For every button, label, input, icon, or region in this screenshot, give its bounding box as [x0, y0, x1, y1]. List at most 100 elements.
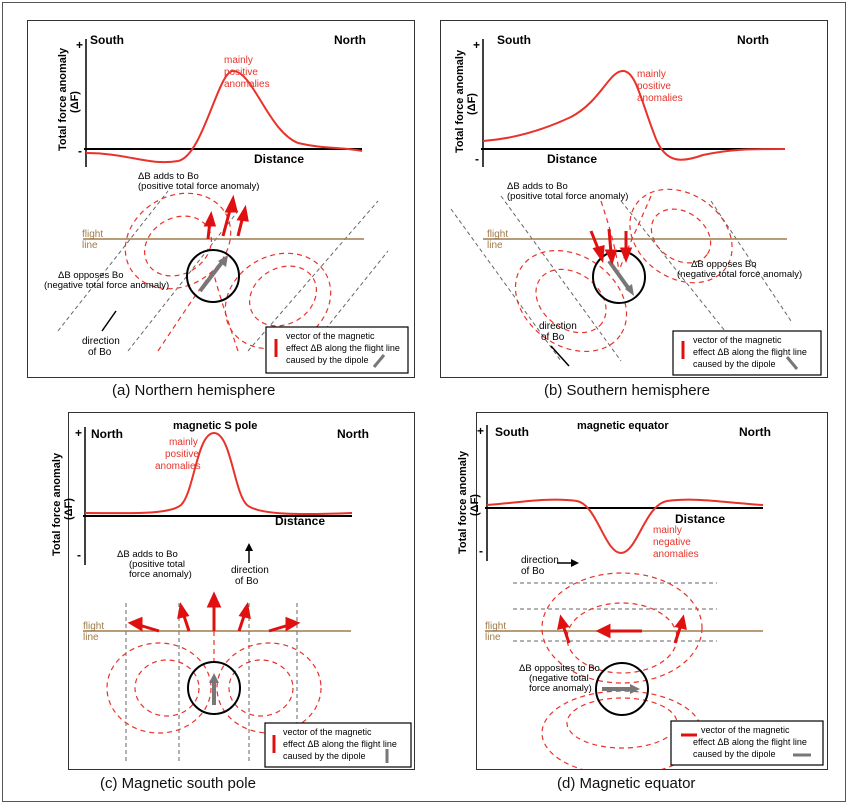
- panel-c-y-label: Total force anomaly: [51, 452, 63, 556]
- direction-label-2: of Bo: [521, 566, 545, 577]
- legend-box: [670, 720, 824, 766]
- effect-vectors: [203, 194, 249, 240]
- legend-line-2: effect ΔB along the flight line: [286, 343, 400, 353]
- anomaly-curve: [84, 431, 353, 516]
- left-direction-label: South: [90, 33, 124, 47]
- legend-box: [265, 326, 409, 374]
- legend-line-3: caused by the dipole: [283, 751, 366, 761]
- minus-sign: -: [78, 144, 82, 158]
- y-axis-symbol: (ΔF): [466, 93, 478, 115]
- legend-line-1: vector of the magnetic: [701, 725, 790, 735]
- distance-label: Distance: [547, 152, 597, 166]
- direction-arrow: [101, 310, 117, 332]
- caption-d: (d) Magnetic equator: [557, 775, 696, 792]
- anomaly-label-2: positive: [224, 67, 258, 78]
- direction-arrow: [550, 345, 570, 367]
- legend-line-3: caused by the dipole: [693, 749, 776, 759]
- legend-line-1: vector of the magnetic: [286, 331, 375, 341]
- caption-a: (a) Northern hemisphere: [112, 382, 276, 399]
- distance-label: Distance: [275, 514, 325, 528]
- legend-line-1: vector of the magnetic: [283, 727, 372, 737]
- anomaly-label-1: mainly: [169, 437, 198, 448]
- flight-line-label-1: flight: [485, 621, 506, 632]
- flight-line-label-1: flight: [83, 621, 104, 632]
- effect-vectors: [557, 614, 687, 644]
- panel-a-diagram: + - Total force anomaly (ΔF) South North…: [44, 33, 409, 374]
- legend-line-2: effect ΔB along the flight line: [693, 347, 807, 357]
- anomaly-label-2: positive: [637, 81, 671, 92]
- flight-line-label-2: line: [487, 240, 503, 251]
- field-lines: [124, 192, 332, 352]
- anomaly-label-2: positive: [165, 449, 199, 460]
- plus-sign: +: [76, 38, 83, 52]
- adds-label-2: (positive total force anomaly): [507, 191, 628, 202]
- opposes-label-2: (negative total force anomaly): [677, 269, 802, 280]
- panel-b-diagram: + - Total force anomaly (ΔF) South North…: [450, 33, 822, 376]
- flight-line-label-1: flight: [487, 229, 508, 240]
- right-direction-label: North: [739, 425, 771, 439]
- effect-vectors: [589, 228, 633, 266]
- opposes-label-1: ΔB opposes Bo: [691, 259, 757, 270]
- dipole-arrow: [607, 259, 631, 291]
- anomaly-label-3: anomalies: [653, 549, 699, 560]
- y-axis-symbol: (ΔF): [63, 498, 75, 520]
- direction-label-2: of Bo: [235, 576, 259, 587]
- direction-label-1: direction: [539, 321, 577, 332]
- anomaly-label-2: negative: [653, 537, 691, 548]
- anomaly-curve: [486, 498, 764, 555]
- plus-sign: +: [473, 38, 480, 52]
- anomaly-label-3: anomalies: [155, 461, 201, 472]
- flight-line-label-2: line: [485, 632, 501, 643]
- y-axis-label: Total force anomaly: [57, 47, 69, 151]
- panel-d-diagram: + - South North magnetic equator Distanc…: [477, 420, 824, 776]
- anomaly-curve: [85, 69, 363, 164]
- plus-sign: +: [477, 424, 484, 438]
- panel-northern-hemisphere: + - Total force anomaly (ΔF) South North…: [27, 20, 415, 378]
- legend-line-1: vector of the magnetic: [693, 335, 782, 345]
- dipole-circle: [186, 249, 240, 303]
- legend-line-3: caused by the dipole: [286, 355, 369, 365]
- dipole-circle: [592, 250, 646, 304]
- legend-line-2: effect ΔB along the flight line: [693, 737, 807, 747]
- panel-c-diagram: + - North North magnetic S pole Distance…: [75, 420, 412, 768]
- legend-line-2: effect ΔB along the flight line: [283, 739, 397, 749]
- panel-title: magnetic S pole: [173, 420, 257, 432]
- dipole-arrowhead: [218, 255, 228, 267]
- y-axis-symbol: (ΔF): [69, 91, 81, 113]
- opposes-label-3: force anomaly): [529, 683, 592, 694]
- dipole-circle: [595, 662, 649, 716]
- left-direction-label: North: [91, 427, 123, 441]
- anomaly-label-1: mainly: [637, 69, 666, 80]
- dipole-circle: [187, 661, 241, 715]
- dipole-arrowhead: [630, 684, 640, 694]
- direction-label-2: of Bo: [88, 347, 112, 358]
- distance-label: Distance: [675, 512, 725, 526]
- distance-label: Distance: [254, 152, 304, 166]
- dipole-arrowhead: [625, 284, 634, 296]
- panel-southern-hemisphere: + - Total force anomaly (ΔF) South North…: [440, 20, 828, 378]
- minus-sign: -: [475, 152, 479, 166]
- y-axis-label: Total force anomaly: [454, 49, 466, 153]
- direction-label-1: direction: [521, 555, 559, 566]
- left-direction-label: South: [495, 425, 529, 439]
- opposes-label-1: ΔB opposes Bo: [58, 270, 124, 281]
- adds-label-1: ΔB adds to Bo: [507, 181, 568, 192]
- direction-arrowhead: [571, 559, 579, 567]
- caption-c: (c) Magnetic south pole: [100, 775, 256, 792]
- panel-magnetic-south-pole: + - North North magnetic S pole Distance…: [68, 412, 415, 770]
- minus-sign: -: [479, 544, 483, 558]
- anomaly-label-3: anomalies: [224, 79, 270, 90]
- effect-vectors: [127, 591, 301, 633]
- right-direction-label: North: [334, 33, 366, 47]
- y-axis-label: Total force anomaly: [457, 450, 469, 554]
- field-guides: [513, 582, 717, 642]
- y-axis-label: Total force anomaly: [51, 452, 63, 556]
- y-axis-symbol: (ΔF): [469, 494, 481, 516]
- adds-label-1: ΔB adds to Bo: [138, 171, 199, 182]
- panel-magnetic-equator: + - South North magnetic equator Distanc…: [476, 412, 828, 776]
- panel-c-y-symbol: (ΔF): [63, 498, 75, 520]
- caption-b: (b) Southern hemisphere: [544, 382, 710, 399]
- direction-label-1: direction: [82, 336, 120, 347]
- legend-line-3: caused by the dipole: [693, 359, 776, 369]
